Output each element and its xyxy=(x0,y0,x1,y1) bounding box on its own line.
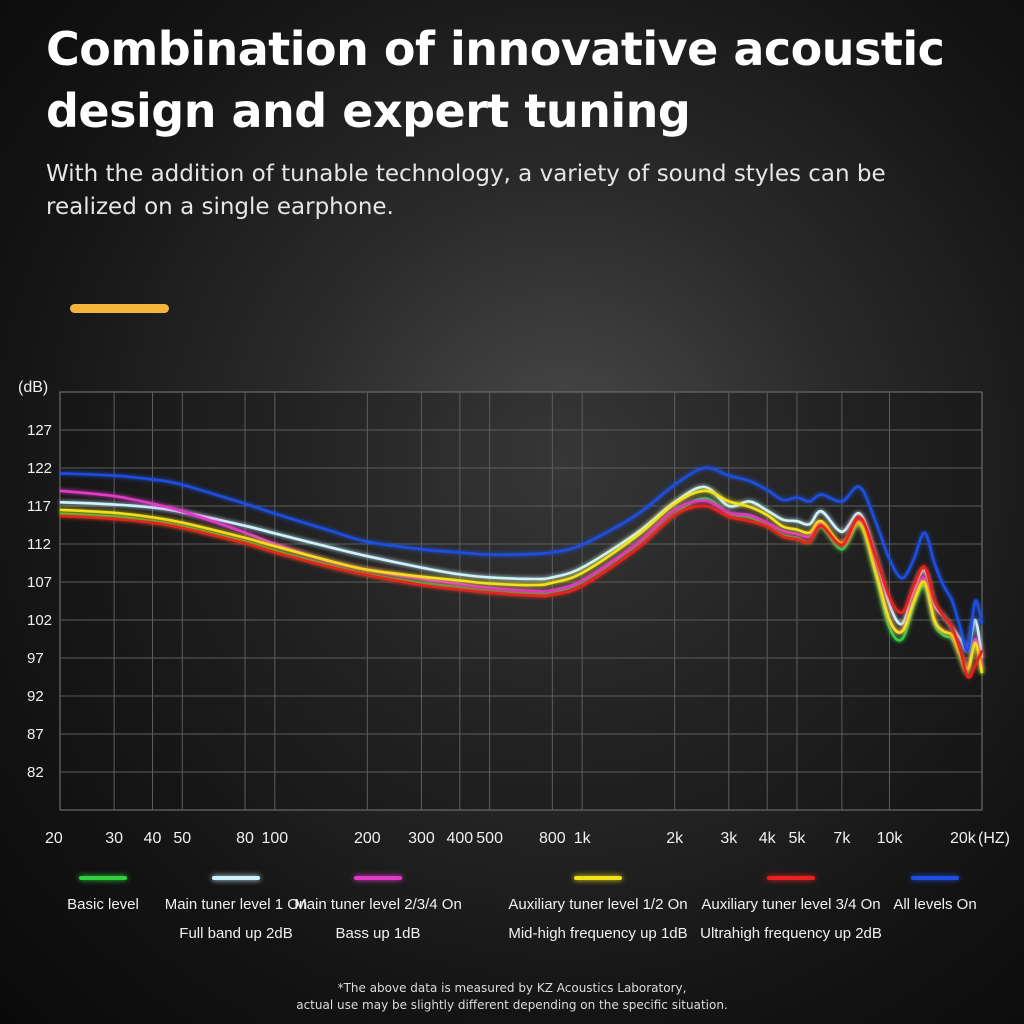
x-tick-label: 500 xyxy=(476,830,503,847)
footnote-line-2: actual use may be slightly different dep… xyxy=(296,998,728,1012)
x-tick-label: 2k xyxy=(666,830,684,847)
x-tick-label: 50 xyxy=(173,830,191,847)
legend-label: Main tuner level 1 On xyxy=(164,896,308,913)
footnote: *The above data is measured by KZ Acoust… xyxy=(0,980,1024,1014)
x-tick-label: 100 xyxy=(261,830,288,847)
x-tick-label: 800 xyxy=(539,830,566,847)
x-tick-label: 80 xyxy=(236,830,254,847)
legend-item: Main tuner level 1 On Full band up 2dB xyxy=(136,876,336,942)
y-axis-ticks: 127 122 117 112 107 102 97 92 87 82 xyxy=(27,422,52,781)
legend-sublabel: Bass up 1dB xyxy=(335,925,421,942)
y-tick-label: 122 xyxy=(27,460,52,477)
legend-label: Auxiliary tuner level 3/4 On xyxy=(701,896,881,913)
legend-swatch xyxy=(911,876,959,880)
headline: Combination of innovative acoustic desig… xyxy=(46,22,945,138)
x-tick-label: 300 xyxy=(408,830,435,847)
legend-label: Basic level xyxy=(67,896,139,913)
legend-item: Basic level xyxy=(3,876,203,913)
y-tick-label: 92 xyxy=(27,688,44,705)
x-tick-label: 400 xyxy=(446,830,473,847)
x-tick-label: 20k xyxy=(950,830,977,847)
x-tick-label: 3k xyxy=(720,830,738,847)
chart-grid xyxy=(59,391,983,811)
y-tick-label: 82 xyxy=(27,764,44,781)
y-tick-label: 112 xyxy=(27,536,51,553)
x-tick-label: 7k xyxy=(833,830,851,847)
series-line-auxiliary-tuner-level-3-4-on xyxy=(59,504,984,679)
series-line-all-levels-on xyxy=(59,466,984,653)
legend: Basic level Main tuner level 1 On Full ban… xyxy=(0,876,1024,956)
frequency-response-chart: 127 122 117 112 107 102 97 92 87 82 20 30 40 50 80 100… xyxy=(18,379,1010,847)
footnote-line-1: *The above data is measured by KZ Acoust… xyxy=(337,981,687,995)
x-tick-label: 40 xyxy=(144,830,162,847)
x-tick-label: 1k xyxy=(574,830,592,847)
legend-sublabel: Full band up 2dB xyxy=(179,925,293,942)
legend-swatch xyxy=(354,876,402,880)
y-tick-label: 127 xyxy=(27,422,52,439)
plot-frame xyxy=(59,391,983,811)
series-line-auxiliary-tuner-level-1-2-on xyxy=(59,489,984,674)
y-tick-label: 97 xyxy=(27,650,44,667)
legend-sublabel: Mid-high frequency up 1dB xyxy=(508,925,688,942)
series-lines xyxy=(59,466,984,679)
y-tick-label: 102 xyxy=(27,612,52,629)
legend-item: Main tuner level 2/3/4 On Bass up 1dB xyxy=(278,876,478,942)
legend-item: Auxiliary tuner level 1/2 On Mid-high fre… xyxy=(498,876,698,942)
legend-item: Auxiliary tuner level 3/4 On Ultrahigh fr… xyxy=(691,876,891,942)
y-axis-label: (dB) xyxy=(18,379,48,396)
legend-swatch xyxy=(574,876,622,880)
legend-label: Auxiliary tuner level 1/2 On xyxy=(508,896,688,913)
x-tick-label: 10k xyxy=(877,830,904,847)
subheadline: With the addition of tunable technology,… xyxy=(46,161,886,220)
x-tick-label: 200 xyxy=(354,830,381,847)
legend-item: All levels On xyxy=(835,876,1024,913)
y-tick-label: 117 xyxy=(27,498,51,515)
legend-label: All levels On xyxy=(893,896,977,913)
legend-sublabel: Ultrahigh frequency up 2dB xyxy=(700,925,882,942)
x-axis-ticks: 20 30 40 50 80 100 200 300 400 500 800 1k 2k 3k 4k 5k 7k… xyxy=(45,830,977,847)
accent-bar xyxy=(70,304,169,313)
legend-swatch xyxy=(79,876,127,880)
x-tick-label: 30 xyxy=(105,830,123,847)
x-tick-label: 4k xyxy=(759,830,777,847)
y-tick-label: 107 xyxy=(27,574,52,591)
legend-label: Main tuner level 2/3/4 On xyxy=(294,896,462,913)
legend-swatch xyxy=(767,876,815,880)
legend-swatch xyxy=(212,876,260,880)
x-tick-label: 5k xyxy=(789,830,807,847)
y-tick-label: 87 xyxy=(27,726,44,743)
x-axis-label: (HZ) xyxy=(978,830,1010,847)
x-tick-label: 20 xyxy=(45,830,63,847)
